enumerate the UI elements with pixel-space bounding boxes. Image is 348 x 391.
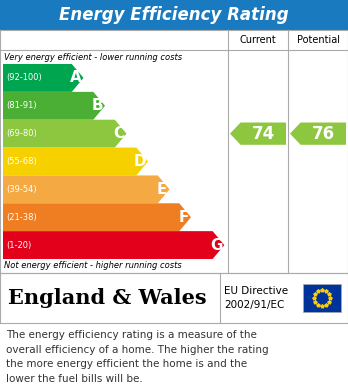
Text: (69-80): (69-80) [6,129,37,138]
Text: Not energy efficient - higher running costs: Not energy efficient - higher running co… [4,262,182,271]
Text: England & Wales: England & Wales [8,288,207,308]
Bar [303,284,341,312]
Text: The energy efficiency rating is a measure of the
overall efficiency of a home. T: The energy efficiency rating is a measur… [6,330,269,384]
Text: 74: 74 [252,125,275,143]
Polygon shape [290,122,346,145]
Polygon shape [3,64,84,92]
Polygon shape [3,176,169,203]
Text: (21-38): (21-38) [6,213,37,222]
Polygon shape [3,231,224,259]
Polygon shape [3,203,191,231]
Polygon shape [230,122,286,145]
Text: E: E [157,182,167,197]
Text: F: F [179,210,189,225]
Text: (92-100): (92-100) [6,74,42,83]
Text: D: D [133,154,146,169]
Text: 76: 76 [312,125,335,143]
Text: (81-91): (81-91) [6,101,37,110]
Text: G: G [210,238,222,253]
Text: Current: Current [240,35,276,45]
Text: A: A [70,70,81,85]
Polygon shape [3,92,105,120]
Text: B: B [92,98,103,113]
Text: C: C [113,126,125,141]
Text: (39-54): (39-54) [6,185,37,194]
Text: Potential: Potential [296,35,340,45]
Polygon shape [3,147,148,176]
Text: Very energy efficient - lower running costs: Very energy efficient - lower running co… [4,52,182,61]
Text: Energy Efficiency Rating: Energy Efficiency Rating [59,6,289,24]
Text: (55-68): (55-68) [6,157,37,166]
Text: EU Directive
2002/91/EC: EU Directive 2002/91/EC [224,286,288,310]
Bar [0,0,348,30]
Polygon shape [3,120,127,147]
Text: (1-20): (1-20) [6,240,31,249]
